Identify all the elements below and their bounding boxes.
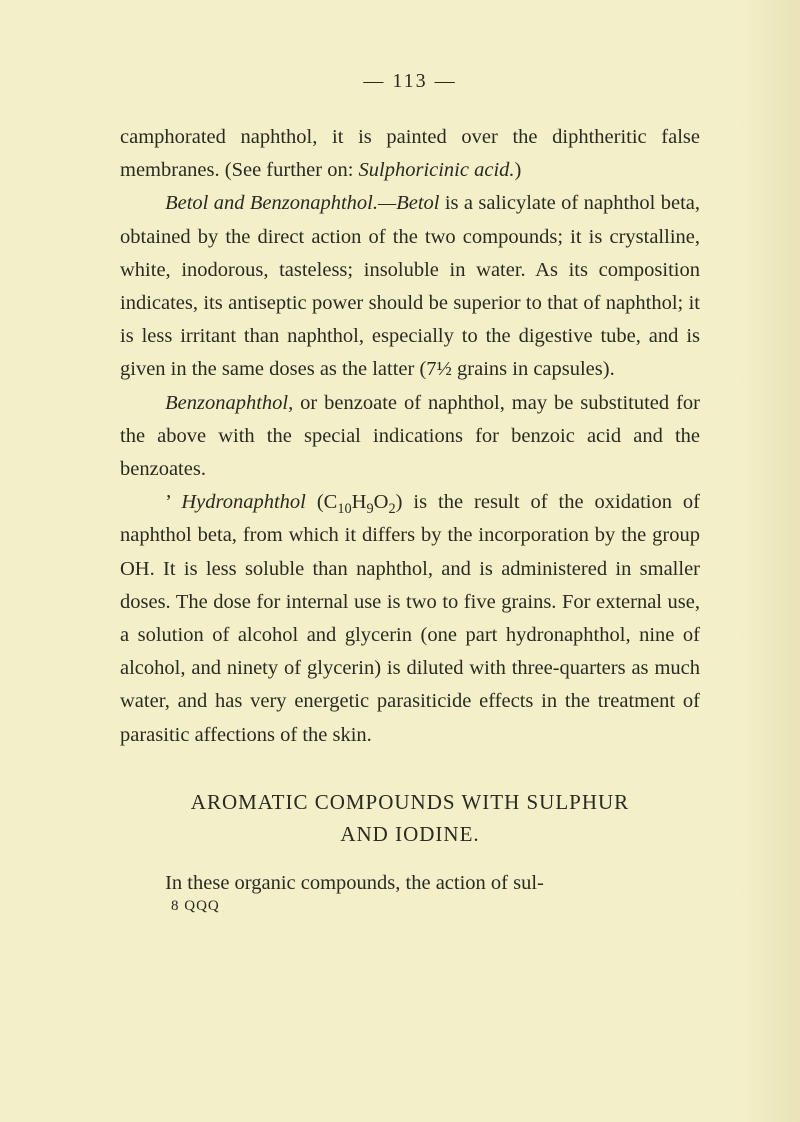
paragraph-camphorated: camphorated naphthol, it is painted over… [120,121,700,187]
text-italic-benzonaphthol: Benzonaphthol, [165,392,293,414]
section-heading: AROMATIC COMPOUNDS WITH SULPHUR AND IODI… [120,786,700,851]
text-run: (C [306,491,337,513]
text-italic-hydronaphthol: Hydronaphthol [181,491,306,513]
text-run: ) is the result of the oxidation of naph… [120,491,700,745]
text-italic-betol-heading: Betol and Benzonaphthol.—Betol [165,192,439,214]
text-run: O [374,491,389,513]
paragraph-benzonaphthol: Benzonaphthol, or benzoate of naphthol, … [120,387,700,487]
page-container: — 113 — camphorated naphthol, it is pain… [0,0,800,1122]
signature-mark: 8 QQQ [171,898,700,915]
paragraph-intro-aromatic: In these organic compounds, the action o… [120,867,700,900]
subscript: 2 [388,501,395,517]
text-run: ) [515,159,522,181]
text-italic-sulphoricinic: Sulphoricinic acid. [359,159,515,181]
page-number: — 113 — [120,70,700,93]
paragraph-hydronaphthol: ’ Hydronaphthol (C10H9O2) is the result … [120,486,700,752]
paragraph-betol: Betol and Benzonaphthol.—Betol is a sali… [120,187,700,386]
subscript: 9 [366,501,373,517]
body-text: camphorated naphthol, it is painted over… [120,121,700,752]
section-heading-line-2: AND IODINE. [340,822,479,846]
page-edge-stain [740,0,800,1122]
text-run: is a salicylate of naphthol beta, obtain… [120,192,700,380]
section-heading-line-1: AROMATIC COMPOUNDS WITH SULPHUR [191,790,629,814]
text-run: H [352,491,367,513]
subscript: 10 [337,501,351,517]
leading-quote-mark: ’ [165,491,181,513]
